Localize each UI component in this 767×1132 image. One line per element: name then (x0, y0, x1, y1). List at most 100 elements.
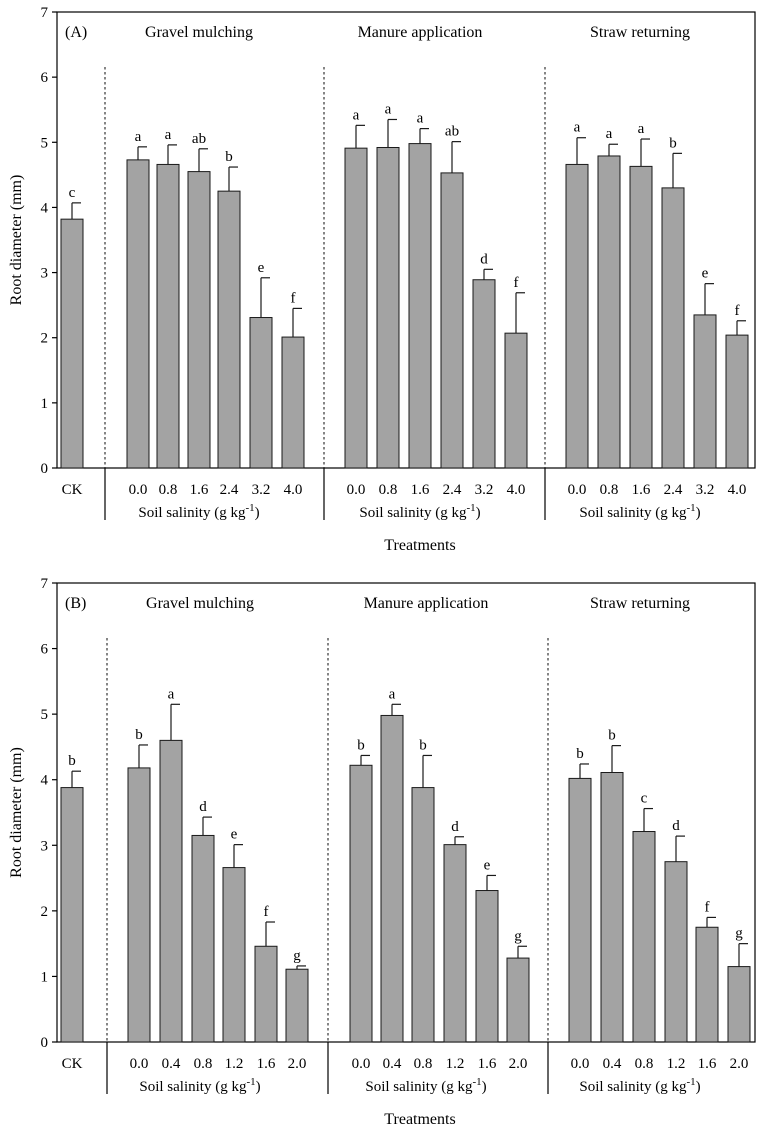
y-tick-label: 2 (41, 331, 49, 347)
salinity-label-text: Soil salinity (g kg (365, 1079, 473, 1095)
bar (344, 147, 368, 469)
significance-letter: b (357, 737, 365, 753)
significance-letter: f (264, 904, 269, 920)
x-tick-label-ck: CK (62, 1056, 83, 1072)
bar (727, 966, 751, 1043)
bar (443, 844, 467, 1043)
y-tick-label: 5 (41, 707, 49, 723)
significance-letter: b (576, 746, 584, 762)
bar (475, 890, 499, 1043)
bar (504, 332, 528, 469)
significance-letter: a (574, 120, 581, 136)
salinity-label-tail: ) (696, 505, 701, 521)
group-title: Manure application (364, 595, 489, 612)
y-tick-label: 0 (41, 461, 49, 477)
x-tick-label: 0.8 (194, 1056, 213, 1072)
bar (568, 777, 592, 1043)
bar (725, 334, 749, 469)
bar (693, 314, 717, 469)
bar (254, 945, 278, 1043)
x-tick-label: 2.0 (730, 1056, 749, 1072)
significance-letter: d (480, 251, 488, 267)
salinity-axis-label: Soil salinity (g kg-1) (139, 1076, 260, 1095)
significance-letter: c (641, 791, 648, 807)
x-tick-label: 0.0 (129, 482, 148, 498)
salinity-label-tail: ) (476, 505, 481, 521)
significance-letter: d (199, 799, 207, 815)
x-tick-label: 1.6 (411, 482, 430, 498)
significance-letter: f (705, 899, 710, 915)
x-tick-label: 0.0 (352, 1056, 371, 1072)
x-tick-label: 0.0 (571, 1056, 590, 1072)
bar (376, 146, 400, 469)
x-tick-label: 1.2 (446, 1056, 465, 1072)
x-tick-label: 0.0 (347, 482, 366, 498)
bar (156, 163, 180, 469)
bar (191, 834, 215, 1043)
significance-letter: g (514, 928, 522, 944)
y-tick-label: 4 (41, 200, 49, 216)
salinity-label-text: Soil salinity (g kg (139, 1079, 247, 1095)
x-tick-label: 1.6 (698, 1056, 717, 1072)
significance-letter: d (672, 818, 680, 834)
salinity-axis-label: Soil salinity (g kg-1) (579, 502, 700, 521)
significance-letter: f (514, 275, 519, 291)
x-tick-label: 2.4 (664, 482, 683, 498)
bar (217, 190, 241, 469)
group-title: Straw returning (590, 24, 690, 41)
salinity-label-text: Soil salinity (g kg (359, 505, 467, 521)
significance-letter: b (419, 737, 427, 753)
significance-letter: ab (192, 131, 206, 147)
salinity-axis-label: Soil salinity (g kg-1) (138, 502, 259, 521)
x-tick-label: 1.2 (225, 1056, 244, 1072)
significance-letter: f (735, 303, 740, 319)
significance-letter: a (417, 111, 424, 127)
x-tick-label: 0.8 (159, 482, 178, 498)
bar (159, 739, 183, 1043)
x-tick-label: 0.4 (383, 1056, 402, 1072)
salinity-label-exponent: -1 (472, 1076, 481, 1088)
bar (632, 831, 656, 1043)
x-tick-label: 0.0 (568, 482, 587, 498)
x-axis-title: Treatments (384, 537, 455, 554)
significance-letter: b (135, 727, 143, 743)
x-tick-label: 2.4 (220, 482, 239, 498)
salinity-label-tail: ) (482, 1079, 487, 1095)
x-tick-label: 3.2 (696, 482, 715, 498)
significance-letter: g (293, 948, 301, 964)
bar (411, 787, 435, 1043)
significance-letter: e (258, 260, 265, 276)
x-tick-label: 4.0 (507, 482, 526, 498)
salinity-axis-label: Soil salinity (g kg-1) (579, 1076, 700, 1095)
x-tick-label: 3.2 (252, 482, 271, 498)
significance-letter: e (702, 266, 709, 282)
y-tick-label: 6 (41, 642, 49, 658)
bar (565, 163, 589, 469)
salinity-label-exponent: -1 (686, 502, 695, 514)
y-tick-label: 7 (41, 5, 49, 21)
significance-letter: e (231, 827, 238, 843)
significance-letter: d (451, 819, 459, 835)
x-tick-label: 0.4 (603, 1056, 622, 1072)
significance-letter: a (385, 101, 392, 117)
salinity-label-exponent: -1 (245, 502, 254, 514)
x-tick-label: 2.4 (443, 482, 462, 498)
y-tick-label: 1 (41, 969, 49, 985)
x-tick-label: 4.0 (284, 482, 303, 498)
x-tick-label: 1.6 (190, 482, 209, 498)
significance-letter: b (669, 135, 677, 151)
salinity-label-exponent: -1 (466, 502, 475, 514)
significance-letter: a (135, 129, 142, 145)
significance-letter: b (608, 728, 616, 744)
bar (380, 714, 404, 1043)
salinity-label-text: Soil salinity (g kg (579, 505, 687, 521)
bar (600, 772, 624, 1043)
bar (222, 867, 246, 1043)
x-tick-label: 0.4 (162, 1056, 181, 1072)
y-tick-label: 6 (41, 70, 49, 86)
significance-letter: a (638, 121, 645, 137)
x-tick-label-ck: CK (62, 482, 83, 498)
salinity-label-tail: ) (696, 1079, 701, 1095)
significance-letter: g (735, 926, 743, 942)
x-tick-label: 0.0 (130, 1056, 149, 1072)
